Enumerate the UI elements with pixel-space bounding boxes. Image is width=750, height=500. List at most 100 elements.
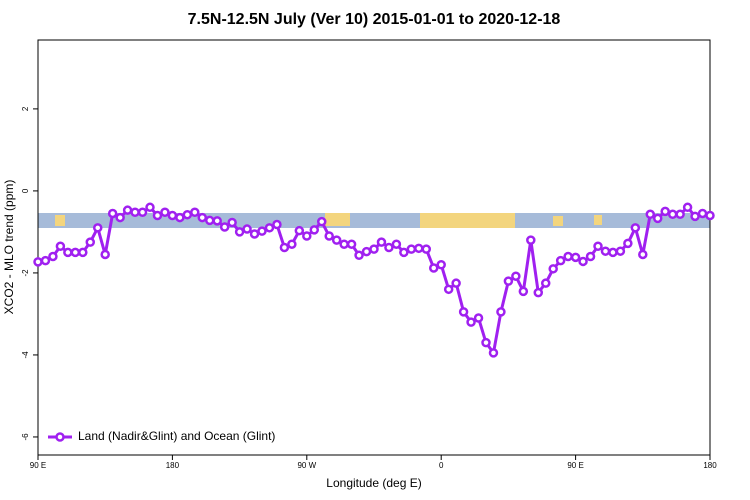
point	[294, 225, 305, 236]
point	[204, 215, 215, 226]
point	[302, 231, 312, 241]
point	[705, 210, 715, 221]
point	[436, 259, 446, 270]
point	[115, 212, 125, 223]
point	[660, 206, 670, 217]
point	[33, 257, 43, 267]
point	[107, 208, 118, 219]
point	[339, 239, 349, 249]
plot-frame	[37, 39, 711, 456]
legend-label: Land (Nadir&Glint) and Ocean (Glint)	[78, 429, 275, 443]
point	[212, 216, 222, 226]
point	[279, 242, 290, 253]
point	[451, 278, 461, 288]
point	[100, 249, 110, 260]
point	[526, 235, 536, 245]
point	[361, 246, 372, 257]
land-patch	[594, 215, 602, 225]
y-axis-label: XCO2 - MLO trend (ppm)	[2, 180, 16, 315]
point	[585, 251, 596, 262]
point	[130, 207, 140, 217]
point	[354, 250, 364, 261]
point	[421, 244, 432, 254]
point	[593, 241, 603, 252]
point	[570, 252, 581, 263]
point	[190, 207, 200, 217]
point	[309, 225, 320, 235]
point	[152, 210, 163, 221]
land-patch	[325, 213, 350, 226]
y-tick-label: -2	[21, 269, 30, 277]
point	[645, 209, 656, 220]
point	[652, 213, 663, 224]
point	[443, 284, 454, 295]
point	[234, 227, 245, 237]
point	[503, 276, 514, 286]
point	[690, 211, 700, 222]
point	[219, 222, 230, 232]
y-tick-label: -4	[21, 351, 30, 359]
y-tick-label: 0	[21, 188, 30, 193]
point	[458, 307, 469, 317]
point	[623, 238, 633, 249]
point	[540, 278, 551, 288]
point	[316, 216, 327, 227]
point	[428, 263, 439, 273]
point	[384, 242, 394, 253]
point	[488, 348, 499, 358]
point	[85, 237, 96, 247]
x-tick-label: 0	[439, 461, 444, 470]
point	[167, 210, 178, 221]
point	[160, 207, 170, 217]
y-tick-label: 2	[21, 106, 30, 111]
point	[257, 226, 267, 236]
point	[600, 246, 611, 256]
point	[630, 223, 641, 233]
x-axis-label: Longitude (deg E)	[326, 476, 421, 490]
point	[578, 256, 588, 267]
point	[399, 247, 409, 258]
point	[466, 317, 476, 327]
point	[249, 229, 260, 239]
point	[264, 223, 275, 233]
point	[638, 249, 648, 260]
point	[331, 235, 342, 245]
point	[473, 313, 484, 323]
land-patch	[420, 213, 515, 228]
point	[667, 209, 678, 220]
point	[511, 271, 521, 281]
point	[697, 208, 708, 219]
point	[675, 209, 685, 220]
point	[346, 239, 357, 249]
point	[324, 231, 334, 241]
point	[40, 255, 51, 266]
land-patch	[553, 216, 563, 226]
point	[272, 219, 282, 230]
series-line	[37, 205, 711, 355]
point	[175, 212, 185, 223]
point	[48, 251, 58, 262]
land-patch	[55, 215, 65, 226]
point	[548, 264, 558, 274]
point	[615, 246, 626, 256]
point	[92, 223, 103, 233]
point	[137, 207, 148, 217]
point	[481, 337, 491, 348]
chart-title: 7.5N-12.5N July (Ver 10) 2015-01-01 to 2…	[188, 11, 561, 28]
point	[70, 247, 81, 258]
point	[563, 251, 573, 262]
point	[227, 217, 237, 228]
x-tick-label: 90 E	[30, 461, 46, 470]
point	[414, 243, 424, 254]
point	[369, 244, 379, 254]
point	[78, 247, 88, 258]
point	[145, 202, 155, 213]
point	[682, 202, 693, 213]
map-strip	[38, 213, 710, 228]
x-tick-label: 180	[166, 461, 180, 470]
point	[287, 239, 297, 249]
y-tick-label: -6	[21, 433, 30, 441]
point	[555, 255, 566, 266]
